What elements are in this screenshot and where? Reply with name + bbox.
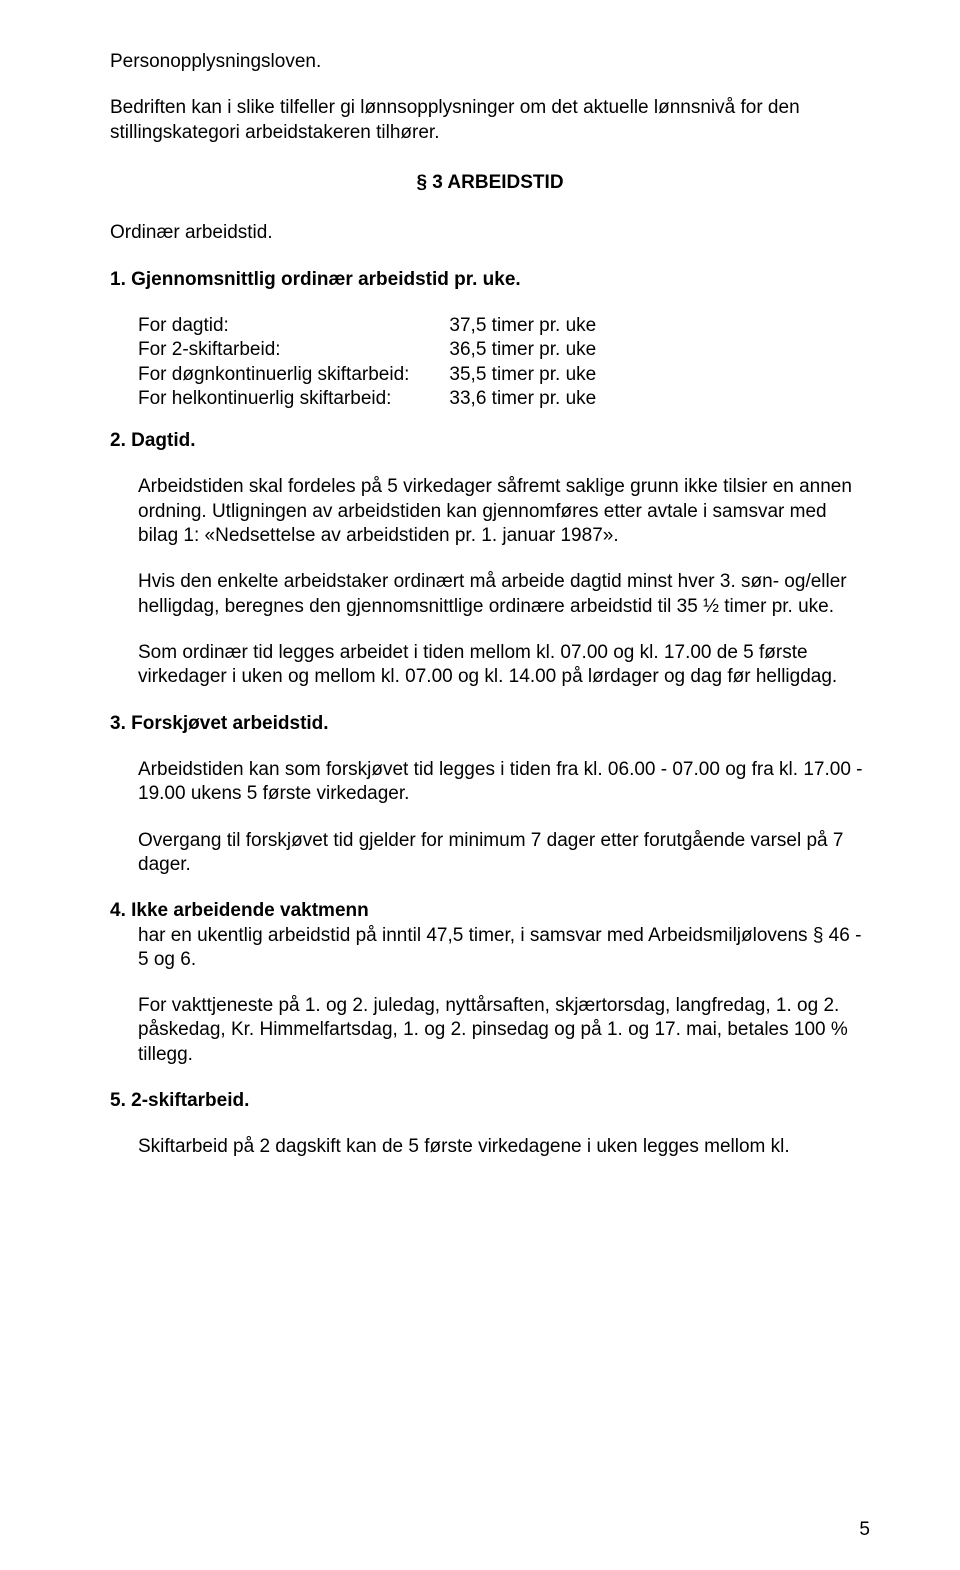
table-cell-value: 33,6 timer pr. uke	[449, 387, 596, 411]
table-cell-value: 37,5 timer pr. uke	[449, 314, 596, 338]
paragraph: Bedriften kan i slike tilfeller gi lønns…	[110, 96, 870, 145]
page-number: 5	[859, 1518, 870, 1542]
paragraph: Personopplysningsloven.	[110, 50, 870, 74]
list-item-heading: 1. Gjennomsnittlig ordinær arbeidstid pr…	[110, 268, 870, 292]
list-item-heading: 2. Dagtid.	[110, 429, 870, 453]
paragraph: Hvis den enkelte arbeidstaker ordinært m…	[138, 570, 870, 619]
table-cell-value: 35,5 timer pr. uke	[449, 363, 596, 387]
section-heading: § 3 ARBEIDSTID	[110, 171, 870, 195]
paragraph: har en ukentlig arbeidstid på inntil 47,…	[138, 924, 870, 973]
hours-table: For dagtid: 37,5 timer pr. uke For 2-ski…	[138, 314, 596, 411]
table-cell-label: For dagtid:	[138, 314, 449, 338]
table-cell-label: For døgnkontinuerlig skiftarbeid:	[138, 363, 449, 387]
paragraph: Arbeidstiden kan som forskjøvet tid legg…	[138, 758, 870, 807]
table-row: For 2-skiftarbeid: 36,5 timer pr. uke	[138, 338, 596, 362]
list-item-heading: 5. 2-skiftarbeid.	[110, 1089, 870, 1113]
paragraph: Overgang til forskjøvet tid gjelder for …	[138, 829, 870, 878]
table-row: For døgnkontinuerlig skiftarbeid: 35,5 t…	[138, 363, 596, 387]
paragraph: Som ordinær tid legges arbeidet i tiden …	[138, 641, 870, 690]
table-cell-value: 36,5 timer pr. uke	[449, 338, 596, 362]
table-row: For helkontinuerlig skiftarbeid: 33,6 ti…	[138, 387, 596, 411]
paragraph: Skiftarbeid på 2 dagskift kan de 5 først…	[138, 1135, 870, 1159]
list-item-heading: 4. Ikke arbeidende vaktmenn	[110, 899, 870, 923]
table-cell-label: For 2-skiftarbeid:	[138, 338, 449, 362]
paragraph: For vakttjeneste på 1. og 2. juledag, ny…	[138, 994, 870, 1067]
table-row: For dagtid: 37,5 timer pr. uke	[138, 314, 596, 338]
table-cell-label: For helkontinuerlig skiftarbeid:	[138, 387, 449, 411]
list-item-heading: 3. Forskjøvet arbeidstid.	[110, 712, 870, 736]
document-page: Personopplysningsloven. Bedriften kan i …	[0, 0, 960, 1570]
paragraph: Ordinær arbeidstid.	[110, 221, 870, 245]
paragraph: Arbeidstiden skal fordeles på 5 virkedag…	[138, 475, 870, 548]
